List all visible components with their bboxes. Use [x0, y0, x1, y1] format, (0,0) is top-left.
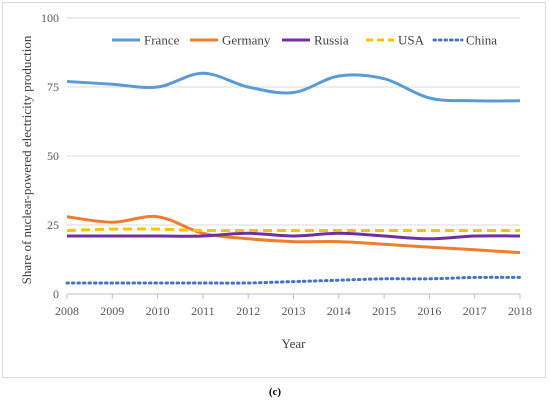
- x-axis-title: Year: [282, 336, 307, 351]
- series-line-russia: [67, 231, 521, 241]
- legend-label-usa: USA: [398, 33, 425, 48]
- legend-label-russia: Russia: [314, 33, 349, 48]
- x-tick-label: 2017: [463, 304, 487, 318]
- legend-label-germany: Germany: [222, 33, 271, 48]
- series-line-france: [66, 71, 521, 103]
- y-tick-label: 0: [53, 287, 59, 301]
- figure-caption: (c): [268, 386, 282, 398]
- y-tick-label: 25: [47, 218, 59, 232]
- series-line-usa: [66, 227, 520, 233]
- x-tick-label: 2009: [100, 304, 124, 318]
- x-tick-label: 2016: [417, 304, 441, 318]
- x-tick-label: 2018: [508, 304, 532, 318]
- y-tick-label: 75: [47, 80, 59, 94]
- axes: 0 25 50 75 100 2008 2009 2010 2011 2012 2013 2014 20…: [41, 11, 532, 318]
- line-chart: 0 25 50 75 100 2008 2009 2010 2011 2012 2013 2014 20…: [19, 11, 532, 351]
- gridlines: [67, 17, 520, 226]
- series-lines: [65, 71, 522, 285]
- series-line-china: [65, 275, 522, 285]
- x-tick-label: 2010: [146, 304, 170, 318]
- y-tick-label: 100: [41, 11, 59, 25]
- chart-frame: [2, 2, 546, 378]
- x-tick-label: 2012: [236, 304, 260, 318]
- legend-label-france: France: [144, 33, 180, 48]
- y-tick-label: 50: [47, 149, 59, 163]
- series-line-germany: [66, 214, 521, 255]
- x-tick-label: 2011: [191, 304, 215, 318]
- x-tick-label: 2013: [282, 304, 306, 318]
- legend: France Germany Russia USA China: [112, 33, 497, 48]
- x-tick-label: 2014: [327, 304, 351, 318]
- x-tick-label: 2015: [372, 304, 396, 318]
- legend-label-china: China: [466, 33, 497, 48]
- x-tick-label: 2008: [55, 304, 79, 318]
- y-axis-title: Share of nuclear-powered electricity pro…: [19, 35, 34, 284]
